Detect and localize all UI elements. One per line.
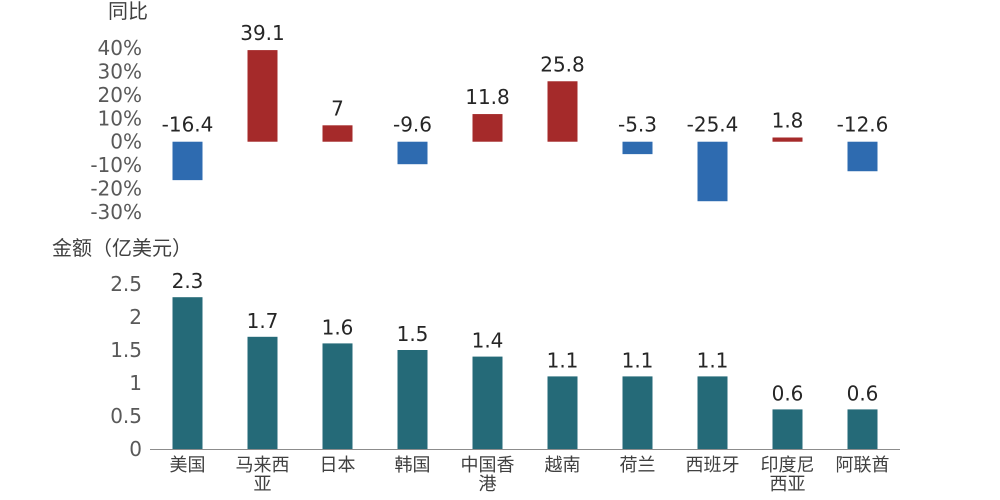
amount-value-label: 1.4	[472, 329, 504, 353]
amount-bar	[697, 376, 728, 449]
amount-y-tick-label: 2	[129, 305, 142, 329]
yoy-value-label: -9.6	[393, 113, 432, 137]
category-label: 西亚	[770, 474, 806, 495]
yoy-y-ticks: 40%30%20%10%0%-10%-20%-30%	[90, 36, 142, 224]
yoy-value-label: 7	[331, 96, 344, 120]
yoy-bar	[322, 125, 353, 142]
amount-y-tick-label: 0.5	[110, 404, 142, 428]
category-label: 越南	[545, 455, 581, 476]
yoy-value-label: -25.4	[687, 113, 739, 137]
amount-y-tick-label: 0	[129, 437, 142, 461]
yoy-chart: 同比 40%30%20%10%0%-10%-20%-30% -16.4 39.1 7…	[90, 0, 888, 224]
amount-value-label: 1.1	[697, 348, 729, 372]
amount-bars	[172, 297, 878, 449]
yoy-y-tick-label: 30%	[98, 59, 142, 83]
yoy-value-label: -5.3	[618, 113, 657, 137]
amount-y-tick-label: 1.5	[110, 338, 142, 362]
amount-value-label: 2.3	[172, 269, 204, 293]
amount-bar	[847, 409, 878, 449]
category-label: 港	[479, 474, 497, 495]
amount-bar	[172, 297, 203, 449]
yoy-y-tick-label: 0%	[110, 130, 142, 154]
yoy-bar	[697, 141, 728, 202]
yoy-y-tick-label: -30%	[90, 200, 142, 224]
yoy-y-tick-label: -20%	[90, 177, 142, 201]
yoy-bar	[622, 141, 653, 155]
amount-value-labels: 2.3 1.7 1.6 1.5 1.4 1.1 1.1 1.1 0.6 0.6	[172, 269, 879, 405]
amount-value-label: 0.6	[847, 381, 879, 405]
amount-value-label: 1.1	[547, 348, 579, 372]
category-label: 亚	[254, 474, 272, 495]
yoy-bars	[172, 50, 878, 202]
yoy-bar	[172, 141, 203, 181]
yoy-bar	[397, 141, 428, 165]
category-label: 韩国	[395, 455, 431, 476]
yoy-y-tick-label: 10%	[98, 106, 142, 130]
yoy-bar	[247, 50, 278, 142]
category-label: 马来西	[236, 455, 290, 476]
category-label: 西班牙	[686, 455, 740, 476]
amount-bar	[547, 376, 578, 449]
amount-value-label: 1.1	[622, 348, 654, 372]
yoy-y-tick-label: -10%	[90, 153, 142, 177]
category-label: 印度尼	[761, 455, 815, 476]
amount-y-tick-label: 1	[129, 371, 142, 395]
category-label: 日本	[320, 455, 356, 476]
yoy-bar	[772, 137, 803, 142]
yoy-y-tick-label: 40%	[98, 36, 142, 60]
yoy-y-tick-label: 20%	[98, 83, 142, 107]
amount-value-label: 1.6	[322, 315, 354, 339]
yoy-value-label: -16.4	[162, 113, 214, 137]
amount-value-label: 1.7	[247, 309, 279, 333]
amount-bar	[397, 350, 428, 449]
category-label: 荷兰	[620, 455, 656, 476]
yoy-bar	[847, 141, 878, 172]
amount-bar	[772, 409, 803, 449]
yoy-value-label: 11.8	[465, 85, 510, 109]
amount-y-ticks: 2.5 2 1.5 1 0.5 0	[110, 272, 142, 461]
amount-y-tick-label: 2.5	[110, 272, 142, 296]
amount-bar	[622, 376, 653, 449]
yoy-value-label: -12.6	[837, 113, 889, 137]
yoy-chart-title: 同比	[108, 0, 148, 23]
amount-value-label: 1.5	[397, 322, 429, 346]
amount-bar	[322, 343, 353, 449]
category-label: 中国香	[461, 455, 515, 476]
category-label: 阿联酋	[836, 455, 890, 476]
yoy-bar	[547, 81, 578, 142]
category-label: 美国	[170, 455, 206, 476]
yoy-bar	[472, 114, 503, 142]
amount-chart: 金额（亿美元） 2.5 2 1.5 1 0.5 0 2.3 1.7 1.6 1.5 1.4 1.1 1…	[52, 236, 900, 495]
yoy-value-label: 25.8	[540, 52, 585, 76]
yoy-value-labels: -16.4 39.1 7 -9.6 11.8 25.8 -5.3 -25.4 1.8 -12.6	[162, 21, 889, 137]
amount-bar	[472, 356, 503, 449]
yoy-value-label: 1.8	[772, 108, 804, 132]
amount-chart-title: 金额（亿美元）	[52, 236, 192, 260]
amount-value-label: 0.6	[772, 381, 804, 405]
amount-bar	[247, 336, 278, 449]
yoy-value-label: 39.1	[240, 21, 285, 45]
